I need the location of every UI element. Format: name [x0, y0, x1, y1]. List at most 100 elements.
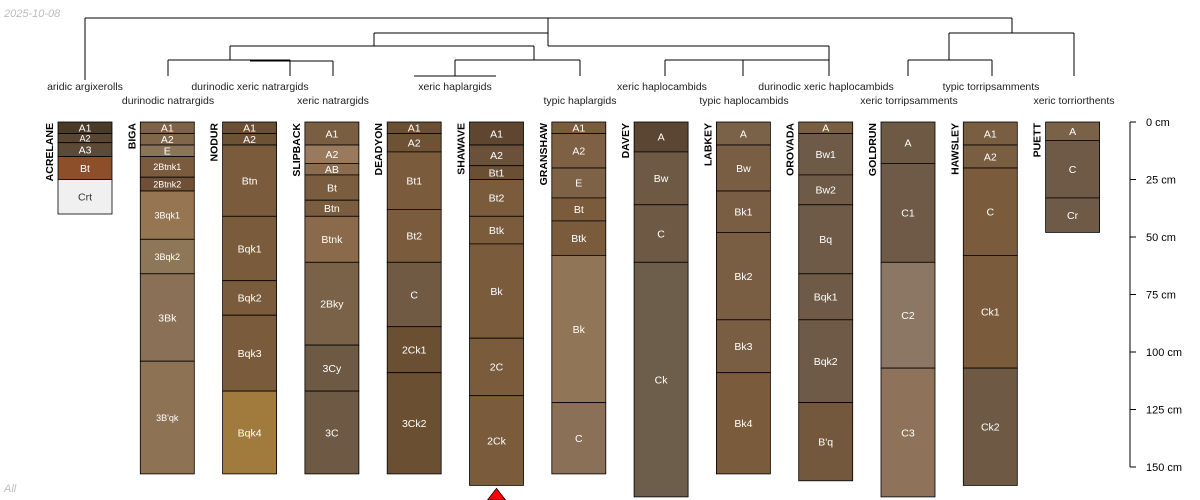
horizon-block — [304, 344, 360, 392]
horizon-block — [716, 231, 771, 321]
profile-name: HAWSLEY — [949, 123, 961, 175]
horizon-block — [633, 261, 689, 498]
horizon-label: 3Bk — [158, 312, 177, 324]
taxon-label: durinodic xeric natrargids — [191, 81, 308, 93]
horizon-label: A — [740, 128, 747, 140]
horizon-label: 3Bqk2 — [155, 252, 181, 262]
horizon-label: Bw — [654, 173, 669, 185]
depth-tick-label: 150 cm — [1146, 462, 1182, 474]
horizon-block — [222, 314, 278, 392]
horizon-label: Bw1 — [815, 149, 836, 161]
horizon-label: A1 — [408, 123, 421, 135]
horizon-label: C3 — [901, 427, 915, 439]
horizon-label: A2 — [984, 151, 997, 163]
horizon-label: E — [575, 178, 582, 190]
horizon-block — [139, 190, 195, 240]
horizon-block — [551, 133, 607, 169]
horizon-label: AB — [325, 164, 339, 176]
horizon-block — [633, 121, 689, 153]
horizon-label: 2Btnk2 — [153, 179, 181, 189]
horizon-block — [798, 402, 854, 482]
horizon-label: Bt2 — [406, 231, 422, 243]
horizon-label: A — [1069, 126, 1076, 138]
profile-shawave: SHAWAVE A1 A2 Bt1 Bt2 Btk Bk 2C 2Ck — [456, 121, 524, 486]
depth-tick-label: 125 cm — [1146, 405, 1182, 417]
horizon-block — [962, 254, 1018, 369]
date-stamp: 2025-10-08 — [4, 8, 61, 20]
horizon-block — [880, 162, 936, 263]
horizon-label: A1 — [79, 123, 92, 135]
horizon-block — [880, 121, 936, 164]
horizon-label: Bt — [574, 204, 584, 216]
horizon-block — [551, 220, 607, 256]
profile-name: GRANSHAW — [538, 123, 550, 186]
horizon-label: Bqk3 — [238, 348, 262, 360]
horizon-label: Bk3 — [734, 341, 752, 353]
depth-tick-label: 0 cm — [1146, 117, 1170, 129]
horizon-label: Bk2 — [734, 271, 752, 283]
profile-deadyon: DEADYON A1 A2 Bt1 Bt2 C 2Ck1 3Ck2 — [373, 121, 442, 475]
horizon-label: E — [164, 146, 171, 158]
horizon-label: Bk — [573, 324, 586, 336]
horizon-block — [386, 151, 442, 210]
horizon-label: C — [410, 289, 418, 301]
taxon-label: typic haplocambids — [699, 95, 788, 107]
profile-name: BIGA — [126, 123, 138, 150]
taxon-label: durinodic xeric haplocambids — [758, 81, 893, 93]
profile-name: LABKEY — [702, 123, 714, 166]
horizon-block — [386, 208, 442, 263]
horizon-block — [469, 179, 524, 217]
profile-name: PUETT — [1032, 122, 1044, 157]
horizon-label: Ck — [655, 374, 669, 386]
horizon-label: 2Bky — [320, 298, 344, 310]
horizon-label: A — [904, 137, 911, 149]
horizon-label: Ck1 — [981, 307, 1000, 319]
profile-name: GOLDRUN — [867, 123, 879, 176]
profile-hawsley: HAWSLEY A1 A2 C Ck1 Ck2 — [949, 121, 1018, 486]
horizon-label: A2 — [243, 134, 256, 146]
horizon-block — [386, 372, 442, 475]
horizon-label: A3 — [79, 144, 92, 156]
horizon-label: A1 — [984, 128, 997, 140]
horizon-label: A2 — [490, 150, 503, 162]
taxon-label: xeric haplargids — [418, 81, 492, 93]
horizon-label: 2Ck — [487, 435, 506, 447]
taxon-label: typic haplargids — [544, 95, 617, 107]
taxon-label: typic torripsamments — [943, 81, 1040, 93]
horizon-label: A2 — [572, 146, 585, 158]
horizon-block — [1045, 197, 1100, 233]
taxon-label: xeric natrargids — [297, 95, 369, 107]
profile-puett: PUETT A C Cr — [1032, 121, 1100, 233]
profile-granshaw: GRANSHAW A1 A2 E Bt Btk Bk C — [538, 121, 607, 475]
horizon-label: Bk — [490, 286, 503, 298]
depth-tick-label: 25 cm — [1146, 175, 1176, 187]
horizon-block — [469, 395, 524, 486]
taxon-label: xeric torriorthents — [1033, 95, 1114, 107]
horizon-block — [222, 215, 278, 282]
horizon-label: Bqk4 — [238, 427, 262, 439]
horizon-block — [57, 179, 113, 215]
horizon-label: A2 — [161, 134, 174, 146]
horizon-label: Cr — [1067, 210, 1079, 222]
horizon-block — [304, 390, 360, 475]
horizon-block — [633, 151, 689, 206]
horizon-label: Btn — [242, 175, 258, 187]
horizon-label: Bw2 — [815, 185, 836, 197]
horizon-label: 3Cy — [323, 363, 342, 375]
horizon-label: A2 — [408, 137, 421, 149]
horizon-label: 2Ck1 — [402, 344, 427, 356]
horizon-label: 3B'qk — [156, 413, 179, 423]
taxon-labels: aridic argixerolls durinodic natrargids du… — [47, 81, 1114, 107]
horizon-label: A — [658, 132, 665, 144]
horizon-block — [222, 390, 278, 475]
horizon-label: C — [1069, 164, 1077, 176]
horizon-block — [716, 144, 771, 192]
horizon-label: Bt — [80, 163, 90, 175]
horizon-label: A1 — [325, 128, 338, 140]
profile-name: SHAWAVE — [456, 123, 468, 175]
profile-slipback: SLIPBACK A1 A2 AB Bt Btn Btnk 2Bky 3Cy 3C — [291, 121, 360, 475]
footer-label: All — [4, 483, 17, 495]
horizon-label: Bq — [819, 234, 832, 246]
